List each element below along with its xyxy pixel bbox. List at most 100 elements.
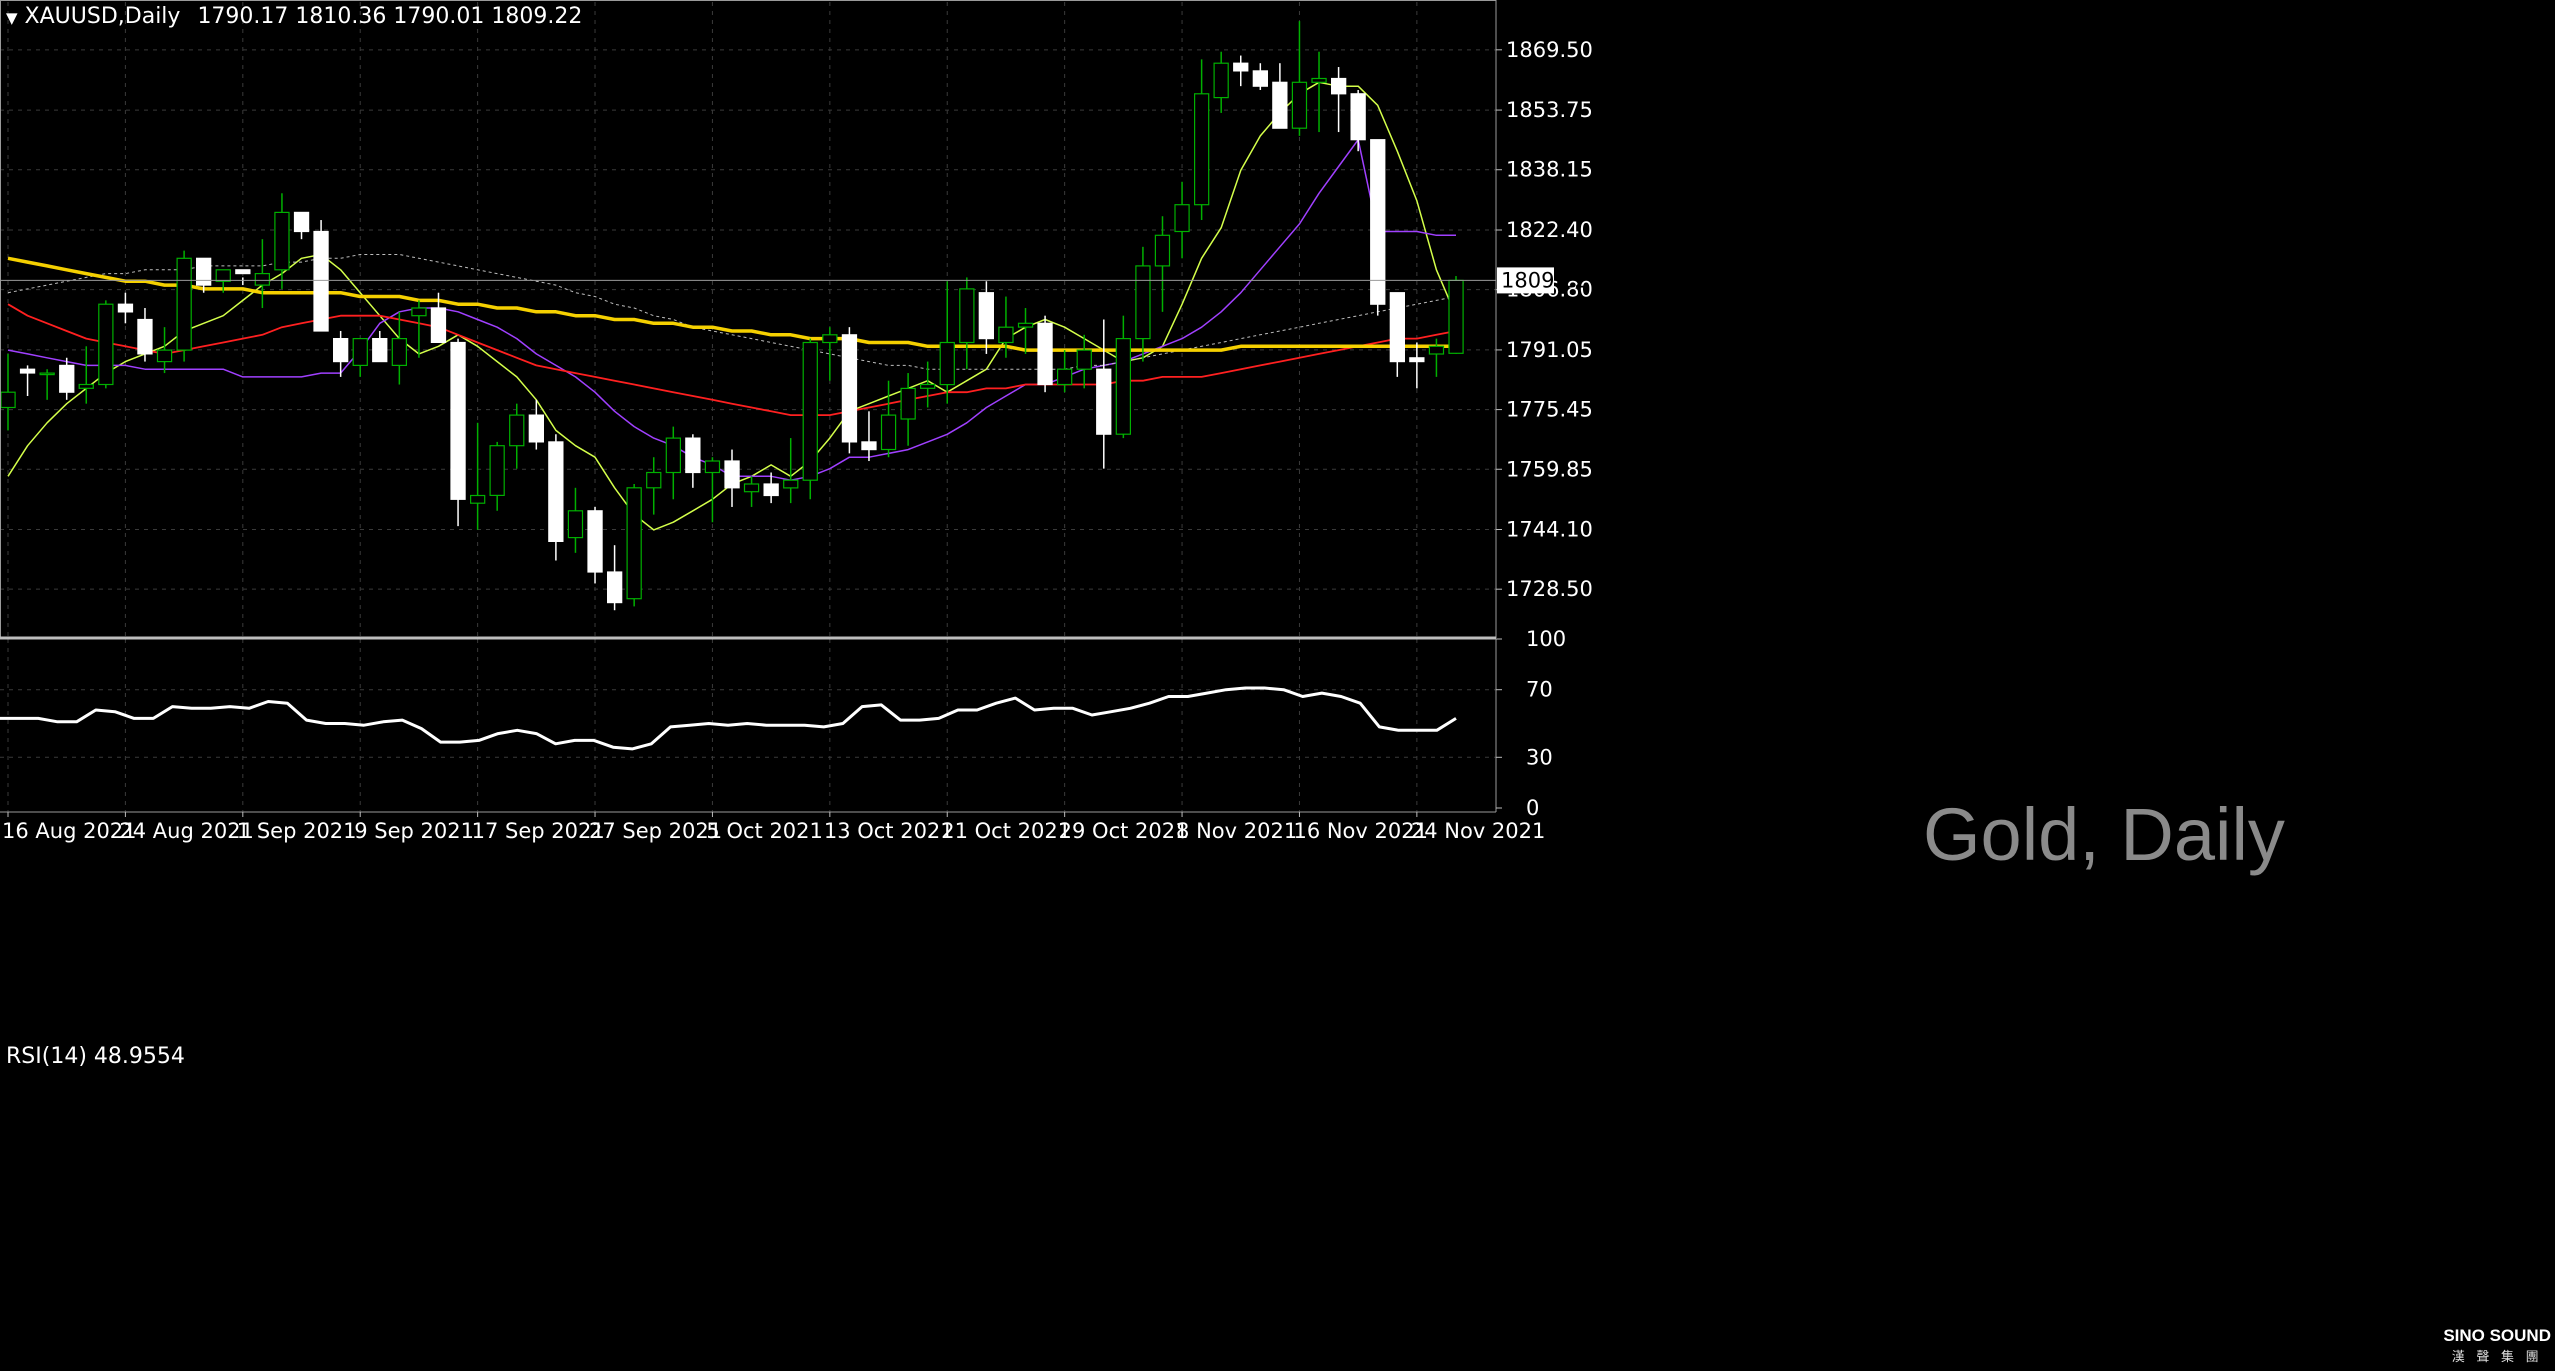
candle-down [763, 472, 779, 504]
candle-down [724, 449, 740, 507]
candle-body [1017, 322, 1034, 328]
main-frame [0, 0, 1497, 638]
candle-up [352, 338, 368, 377]
candle-body [156, 349, 173, 363]
candle-down [1096, 319, 1112, 469]
candle-up [0, 353, 16, 431]
candle-body [137, 318, 153, 355]
ma-line-ma200 [7, 256, 1456, 352]
y-tick-label: 1728.50 [1506, 577, 1593, 601]
candle-body [1272, 81, 1288, 129]
candle-down [978, 281, 994, 354]
candle-down [1252, 63, 1269, 90]
candle-body [763, 483, 779, 497]
x-tick-label: 8 Nov 2021 [1176, 819, 1297, 843]
candle-body [724, 460, 740, 489]
candle-body [1096, 368, 1112, 435]
candle-down [1037, 315, 1053, 393]
candle-body [489, 445, 505, 497]
candlesticks [0, 21, 1464, 611]
x-tick-label: 24 Aug 2021 [119, 819, 254, 843]
y-tick-label: 1869.50 [1506, 38, 1593, 62]
candle-body [1389, 292, 1406, 363]
candle-down [450, 338, 466, 527]
symbol-label: XAUUSD,Daily [24, 4, 181, 29]
candle-body [470, 494, 486, 504]
ma-line-ma20 [7, 138, 1456, 481]
candle-body [1115, 338, 1132, 435]
candle-up [156, 327, 173, 374]
candle-body [293, 211, 310, 233]
candle-body [391, 338, 407, 367]
x-tick-label: 27 Sep 2021 [589, 819, 722, 843]
candle-body [1174, 204, 1190, 233]
candle-body [1135, 265, 1151, 340]
candle-body [430, 307, 447, 344]
chart-watermark: Gold, Daily [1923, 793, 2285, 876]
candle-down [606, 545, 623, 611]
candle-body [1233, 62, 1249, 72]
candle-down [1350, 89, 1366, 152]
chart-header[interactable]: ▼ XAUUSD,Daily 1790.17 1810.36 1790.01 1… [6, 4, 582, 29]
candle-body [841, 334, 858, 443]
y-tick-label: 1791.05 [1506, 338, 1593, 362]
axes: 1869.501853.751838.151822.401806.801791.… [0, 0, 1593, 843]
ma-line-ma50 [7, 303, 1457, 417]
candle-up [1115, 315, 1132, 439]
rsi-panel [0, 686, 1457, 751]
rsi-tick-label: 30 [1526, 745, 1553, 769]
candle-body [919, 383, 936, 389]
candle-up [704, 457, 721, 523]
rsi-line [0, 686, 1457, 751]
candle-up [646, 457, 662, 515]
candle-down [1409, 342, 1425, 389]
candle-up [880, 380, 897, 458]
rsi-label: RSI(14) 48.9554 [6, 1044, 185, 1069]
candle-up [274, 193, 290, 289]
candle-down [841, 327, 858, 454]
candle-up [939, 281, 955, 404]
candle-body [861, 441, 877, 451]
candle-body [626, 487, 642, 600]
triangle-down-icon[interactable]: ▼ [6, 9, 18, 27]
candle-body [548, 441, 564, 542]
candle-body [998, 326, 1014, 344]
y-tick-label: 1838.15 [1506, 158, 1593, 182]
rsi-tick-label: 0 [1526, 796, 1539, 820]
candle-down [313, 220, 329, 332]
candle-body [939, 341, 955, 386]
candle-up [1213, 51, 1229, 113]
candle-down [117, 292, 134, 324]
candle-up [411, 300, 427, 358]
candle-up [1428, 338, 1445, 377]
candle-down [430, 292, 447, 344]
candle-body [685, 437, 701, 474]
candle-up [900, 373, 916, 446]
candle-up [509, 403, 525, 469]
candle-up [998, 296, 1014, 358]
candle-body [1330, 77, 1347, 95]
candle-body [978, 292, 994, 340]
candle-up [1193, 59, 1210, 221]
candle-body [900, 387, 916, 420]
candle-body [1213, 62, 1229, 99]
x-tick-label: 13 Oct 2021 [824, 819, 954, 843]
candle-up [470, 422, 486, 530]
candle-up [1076, 334, 1092, 389]
x-tick-label: 17 Sep 2021 [472, 819, 605, 843]
candle-up [391, 311, 407, 385]
candle-up [665, 426, 681, 500]
y-tick-label: 1759.85 [1506, 457, 1593, 481]
candle-body [1291, 81, 1308, 129]
candle-body [822, 334, 838, 344]
candle-down [235, 269, 251, 286]
candle-body [646, 471, 662, 489]
candle-down [861, 411, 877, 462]
candle-body [880, 414, 897, 451]
candle-up [1017, 308, 1034, 354]
y-tick-label: 1744.10 [1506, 518, 1593, 542]
x-tick-label: 21 Oct 2021 [941, 819, 1071, 843]
candle-down [587, 506, 603, 584]
candle-body [1311, 77, 1327, 83]
